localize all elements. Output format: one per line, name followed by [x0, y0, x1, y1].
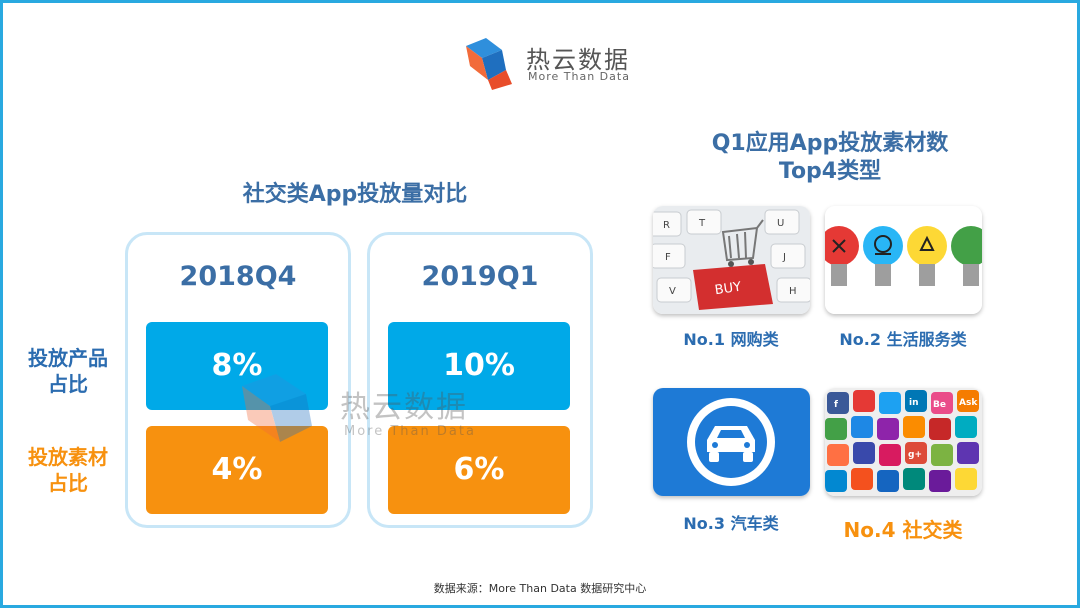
watermark-name-en: More Than Data [344, 424, 476, 439]
material-share-value: 4% [146, 426, 328, 514]
product-share-value: 8% [146, 322, 328, 410]
svg-text:g+: g+ [908, 450, 922, 460]
svg-text:in: in [909, 398, 919, 408]
category-tile-life-services [825, 206, 982, 314]
svg-text:U: U [777, 218, 784, 229]
logo-name-cn: 热云数据 [526, 46, 630, 74]
svg-text:f: f [834, 400, 838, 410]
panel-2018q4: 2018Q4 8% 4% [125, 232, 351, 528]
svg-text:T: T [698, 218, 706, 229]
svg-text:BUY: BUY [714, 280, 742, 299]
left-section-title: 社交类App投放量对比 [242, 182, 468, 207]
row-label-product-share-text: 投放产品 占比 [28, 346, 108, 396]
row-label-product-share: 投放产品 占比 [18, 345, 118, 397]
brand-logo: 热云数据 More Than Data [462, 36, 642, 92]
row-label-material-share: 投放素材 占比 [18, 444, 118, 496]
svg-text:J: J [782, 252, 786, 263]
right-section-title: Q1应用App投放素材数 Top4类型 [680, 130, 980, 186]
product-share-value: 10% [388, 322, 570, 410]
social-apps-icon: f in Be Ask g+ [825, 388, 982, 496]
svg-text:V: V [669, 286, 676, 297]
svg-text:R: R [663, 220, 670, 231]
watermark-name-cn: 热云数据 [340, 390, 468, 425]
data-source-note: 数据来源：More Than Data 数据研究中心 [433, 582, 647, 595]
svg-text:Ask: Ask [959, 398, 978, 408]
category-label-3: No.3 汽车类 [683, 514, 779, 533]
category-tile-auto [653, 388, 810, 496]
panel-year: 2018Q4 [179, 261, 297, 292]
lightbulb-icon [825, 206, 982, 314]
shopping-cart-icon: R T U F J V H BUY [653, 206, 810, 314]
svg-text:F: F [665, 252, 671, 263]
material-share-value: 6% [388, 426, 570, 514]
category-label-4: No.4 社交类 [843, 518, 963, 542]
category-tile-shopping: R T U F J V H BUY [653, 206, 810, 314]
panel-2019q1: 2019Q1 10% 6% [367, 232, 593, 528]
panel-year: 2019Q1 [421, 261, 539, 292]
watermark-logo-icon [242, 374, 312, 442]
right-title-line1: Q1应用App投放素材数 [711, 131, 949, 156]
category-label-1: No.1 网购类 [683, 330, 779, 349]
car-icon [653, 388, 810, 496]
category-tile-social: f in Be Ask g+ [825, 388, 982, 496]
watermark: 热云数据 More Than Data [236, 370, 496, 450]
right-title-line2: Top4类型 [778, 159, 882, 184]
svg-text:H: H [789, 286, 797, 297]
svg-text:Be: Be [933, 400, 946, 410]
logo-name-en: More Than Data [528, 70, 630, 83]
row-label-material-share-text: 投放素材 占比 [28, 445, 108, 495]
category-label-2: No.2 生活服务类 [839, 330, 967, 349]
logo-mark-icon [466, 38, 512, 90]
